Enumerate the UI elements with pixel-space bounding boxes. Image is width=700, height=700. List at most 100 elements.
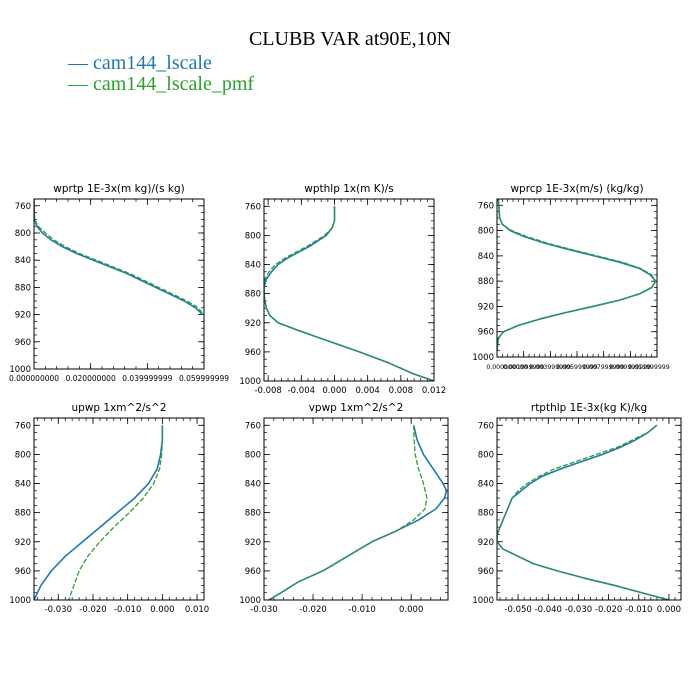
x-tick-label: -0.030 [45, 605, 72, 615]
x-tick-label: 0.020000000 [66, 374, 116, 383]
y-tick-label: 760 [15, 421, 31, 431]
plot-frame [263, 198, 435, 382]
y-tick-label: 880 [245, 509, 261, 519]
series-line-lscale [34, 425, 164, 600]
x-tick-label: 0.039999999 [122, 374, 172, 383]
series-line-lscale [268, 425, 448, 600]
x-tick-label: -0.030 [565, 605, 592, 615]
x-tick-label: -0.050 [504, 605, 531, 615]
legend-label-lscale: cam144_lscale [93, 52, 212, 74]
y-tick-label: 920 [245, 319, 261, 329]
series-line-lscale [264, 206, 434, 381]
x-tick-label: -0.008 [254, 386, 281, 396]
panel-6: rtpthlp 1E-3x(kg K)/kg 760 800 840 880 920 960… [472, 402, 682, 615]
y-tick-label: 960 [478, 567, 494, 577]
y-tick-label: 840 [478, 480, 494, 490]
x-tick-label: 0.000 [322, 386, 346, 396]
x-tick-label: 0.000 [657, 605, 681, 615]
y-tick-label: 800 [245, 450, 261, 460]
legend-label-lscale-pmf: cam144_lscale_pmf [93, 73, 255, 95]
y-tick-label: 920 [478, 302, 494, 312]
legend-swatch-lscale-pmf: — [68, 73, 88, 95]
panel-title: wprtp 1E-3x(m kg)/(s kg) [53, 183, 184, 195]
y-tick-label: 880 [15, 509, 31, 519]
panel-title: rtpthlp 1E-3x(kg K)/kg [531, 402, 647, 414]
y-tick-label: 1000 [239, 596, 261, 606]
x-tick-label: -0.040 [535, 605, 562, 615]
y-tick-label: 840 [245, 261, 261, 271]
y-tick-label: 1000 [239, 377, 261, 387]
y-tick-label: 920 [15, 311, 31, 321]
x-tick-label: -0.020 [595, 605, 622, 615]
y-tick-label: 1000 [472, 596, 494, 606]
x-tick-label: -0.030 [250, 605, 277, 615]
x-tick-label: 0.000000000 [9, 374, 59, 383]
x-tick-label: 0.004 [355, 386, 379, 396]
y-tick-label: 840 [245, 480, 261, 490]
legend-entry-lscale: — cam144_lscale [68, 52, 212, 75]
panel-4: upwp 1xm^2/s^2 760 800 840 880 920 960 1000 -0.0… [9, 402, 209, 615]
page-title: CLUBB VAR at90E,10N [248, 28, 452, 50]
series-line-lscale [497, 424, 670, 600]
x-tick-label: 0.059999999 [179, 374, 229, 383]
y-tick-label: 800 [478, 450, 494, 460]
x-tick-label: 0.003999999 [530, 364, 571, 371]
y-tick-label: 840 [15, 256, 31, 266]
y-tick-label: 880 [478, 277, 494, 287]
y-tick-label: 800 [15, 450, 31, 460]
panel-title: wprcp 1E-3x(m/s) (kg/kg) [510, 183, 643, 195]
y-tick-label: 800 [478, 227, 494, 237]
y-tick-label: 1000 [472, 353, 494, 363]
x-tick-label: 0.007999999 [583, 364, 624, 371]
x-tick-label: 0.012 [422, 386, 446, 396]
y-tick-label: 1000 [9, 365, 31, 375]
y-tick-label: 960 [245, 348, 261, 358]
x-tick-label: 0.011999999 [628, 364, 669, 371]
series-line-lscale-pmf [34, 199, 204, 315]
plot-frame [33, 198, 205, 370]
panel-1: wprtp 1E-3x(m kg)/(s kg) 760 800 840 880 920 9… [9, 183, 229, 383]
x-tick-label: 0.009999999 [610, 364, 651, 371]
y-tick-label: 880 [15, 283, 31, 293]
series-line-lscale-pmf [68, 425, 164, 600]
x-tick-label: -0.010 [625, 605, 652, 615]
y-tick-label: 1000 [9, 596, 31, 606]
x-tick-label: 0.000000000 [486, 364, 527, 371]
x-tick-label: 0.000 [399, 605, 423, 615]
x-tick-label: 0.008 [389, 386, 413, 396]
legend-swatch-lscale: — [68, 52, 88, 74]
y-tick-label: 800 [245, 231, 261, 241]
panel-title: vpwp 1xm^2/s^2 [309, 402, 404, 414]
x-tick-label: 0.010 [185, 605, 209, 615]
y-tick-label: 760 [478, 421, 494, 431]
series-line-lscale [497, 199, 657, 351]
panel-title: wpthlp 1x(m K)/s [304, 183, 394, 195]
y-tick-label: 760 [478, 201, 494, 211]
y-tick-label: 880 [478, 509, 494, 519]
y-tick-label: 760 [245, 421, 261, 431]
y-tick-label: 800 [15, 229, 31, 239]
y-tick-label: 920 [245, 538, 261, 548]
x-tick-label: 0.005999999 [556, 364, 597, 371]
y-tick-label: 960 [478, 328, 494, 338]
y-tick-label: 760 [245, 202, 261, 212]
legend-entry-lscale-pmf: — cam144_lscale_pmf [68, 73, 254, 96]
x-tick-label: 0.000 [150, 605, 174, 615]
panel-3: wprcp 1E-3x(m/s) (kg/kg) 760 800 840 880 920 9… [472, 183, 669, 371]
y-tick-label: 920 [15, 538, 31, 548]
series-line-lscale-pmf [264, 206, 434, 381]
series-line-lscale-pmf [497, 199, 657, 351]
y-tick-label: 920 [478, 538, 494, 548]
y-tick-label: 960 [15, 567, 31, 577]
series-line-lscale-pmf [268, 425, 428, 600]
series-line-lscale-pmf [497, 424, 670, 600]
x-tick-label: -0.010 [348, 605, 375, 615]
y-tick-label: 760 [15, 202, 31, 212]
y-tick-label: 840 [15, 480, 31, 490]
panel-5: vpwp 1xm^2/s^27608008408809209601000-0.0… [239, 402, 449, 615]
y-tick-label: 960 [245, 567, 261, 577]
panel-2: wpthlp 1x(m K)/s7608008408809209601000-0… [239, 183, 446, 396]
y-tick-label: 960 [15, 338, 31, 348]
y-tick-label: 840 [478, 252, 494, 262]
